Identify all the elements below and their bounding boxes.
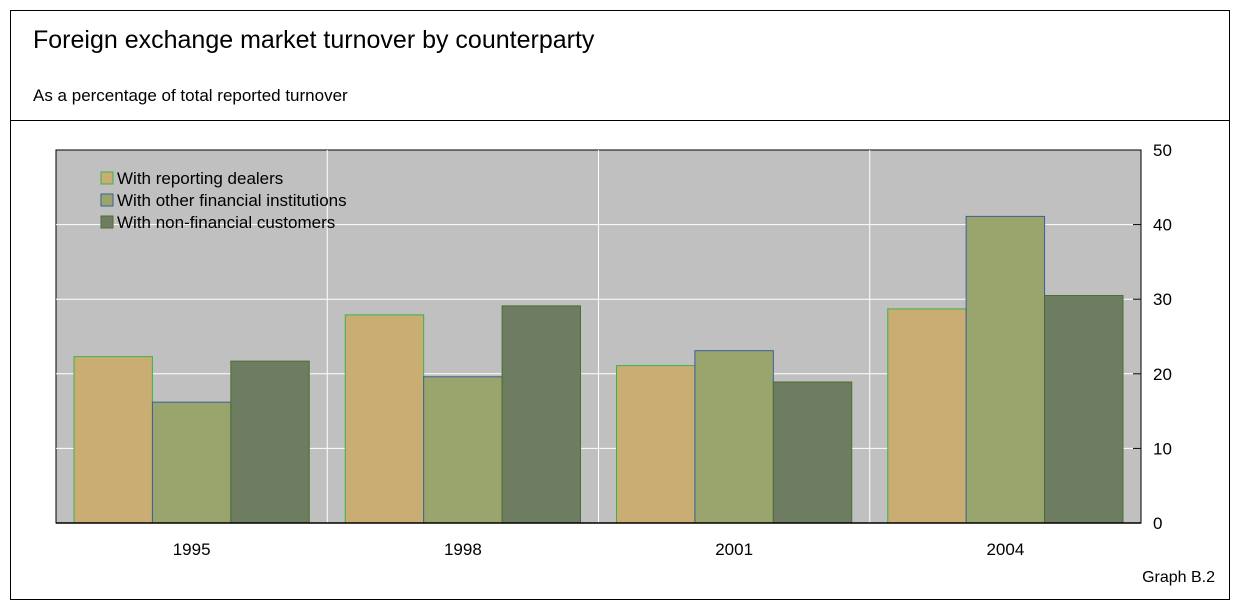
y-tick-label: 50 bbox=[1153, 141, 1172, 160]
legend-swatch bbox=[100, 171, 114, 185]
legend-swatch bbox=[100, 193, 114, 207]
y-tick-label: 20 bbox=[1153, 365, 1172, 384]
legend: With reporting dealers With other financi… bbox=[100, 169, 347, 232]
bar bbox=[230, 360, 310, 524]
bar bbox=[616, 365, 696, 524]
bar bbox=[423, 376, 503, 524]
chart-frame: Foreign exchange market turnover by coun… bbox=[10, 10, 1230, 600]
axes: 0 10 20 30 40 50 1995 1998 2001 2004 bbox=[56, 141, 1172, 559]
x-tick-label: 2004 bbox=[986, 540, 1024, 559]
legend-label: With other financial institutions bbox=[117, 191, 347, 210]
y-tick-label: 10 bbox=[1153, 439, 1172, 458]
legend-label: With reporting dealers bbox=[117, 169, 283, 188]
bar bbox=[887, 308, 967, 524]
chart-header: Foreign exchange market turnover by coun… bbox=[11, 11, 1229, 121]
bar bbox=[151, 401, 232, 524]
bar bbox=[1044, 294, 1124, 524]
bars bbox=[73, 215, 1124, 524]
bar bbox=[965, 215, 1046, 524]
x-tick-label: 1998 bbox=[444, 540, 482, 559]
x-tick-label: 2001 bbox=[715, 540, 753, 559]
chart-subtitle: As a percentage of total reported turnov… bbox=[33, 86, 348, 105]
graph-caption: Graph B.2 bbox=[1142, 569, 1215, 586]
bar bbox=[501, 305, 582, 524]
legend-swatch bbox=[100, 215, 114, 229]
bar bbox=[694, 350, 774, 524]
bar bbox=[344, 314, 425, 524]
y-tick-label: 0 bbox=[1153, 514, 1162, 533]
x-tick-label: 1995 bbox=[173, 540, 211, 559]
bar-chart: 0 10 20 30 40 50 1995 1998 2001 2004 With reporti… bbox=[55, 141, 1172, 559]
legend-label: With non-financial customers bbox=[117, 213, 335, 232]
bar bbox=[73, 356, 153, 524]
y-tick-label: 40 bbox=[1153, 216, 1172, 235]
bar bbox=[772, 381, 853, 524]
y-tick-label: 30 bbox=[1153, 290, 1172, 309]
chart-title: Foreign exchange market turnover by coun… bbox=[33, 26, 595, 54]
